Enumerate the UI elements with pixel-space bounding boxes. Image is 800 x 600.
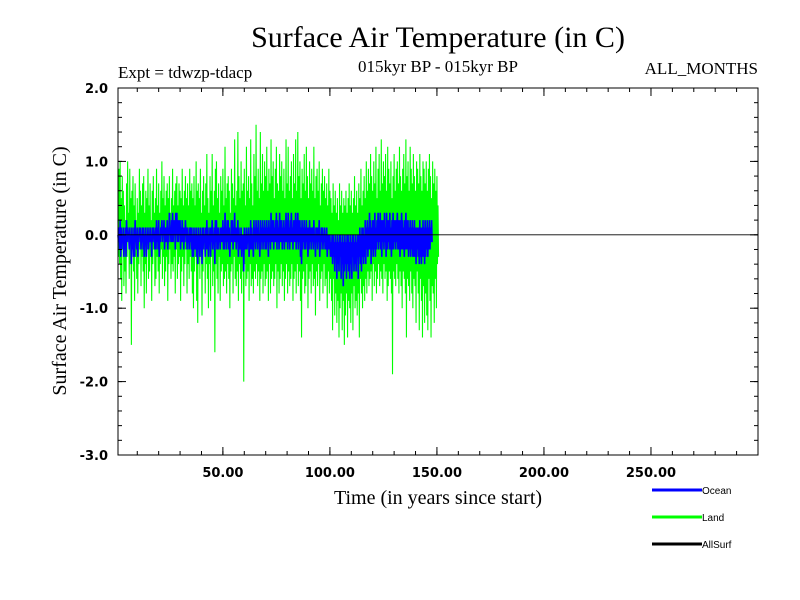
y-axis-label: Surface Air Temperature (in C) (49, 146, 71, 395)
months-label: ALL_MONTHS (645, 59, 758, 78)
legend-label-allsurf: AllSurf (702, 540, 732, 551)
series-line-land (117, 124, 440, 382)
legend-label-land: Land (702, 513, 724, 524)
x-tick-label: 200.00 (519, 466, 569, 481)
y-tick-label: -3.0 (80, 449, 108, 464)
y-tick-label: 1.0 (85, 155, 108, 170)
legend-label-ocean: Ocean (702, 486, 731, 497)
x-tick-label: 250.00 (626, 466, 676, 481)
chart-title: Surface Air Temperature (in C) (251, 21, 625, 54)
axis-ticks: 2.0 1.0 0.0 -1.0 -2.0 -3.0 50.00 100.00 150.00 20… (80, 82, 758, 481)
plot-area (117, 124, 758, 382)
x-tick-label: 150.00 (412, 466, 462, 481)
experiment-label: Expt = tdwzp-tdacp (118, 63, 252, 82)
plot-frame (117, 87, 759, 456)
x-tick-label: 100.00 (305, 466, 355, 481)
y-tick-label: -2.0 (80, 376, 108, 391)
y-tick-label: 2.0 (85, 82, 108, 97)
x-tick-label: 50.00 (202, 466, 243, 481)
legend: Ocean Land AllSurf (652, 486, 732, 551)
period-label: 015kyr BP - 015kyr BP (358, 57, 518, 76)
y-tick-label: -1.0 (80, 302, 108, 317)
y-tick-label: 0.0 (85, 229, 108, 244)
x-axis-label: Time (in years since start) (334, 487, 542, 509)
series-line-ocean (117, 212, 433, 287)
